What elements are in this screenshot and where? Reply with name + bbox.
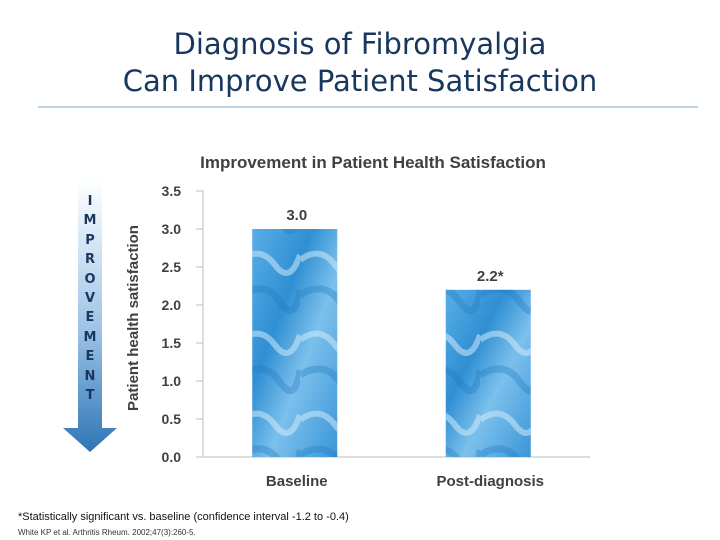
citation: White KP et al. Arthritis Rheum. 2002;47… <box>18 528 196 537</box>
arrow-letter: E <box>85 349 95 365</box>
arrow-letter: T <box>85 388 95 404</box>
bar-texture <box>252 229 338 457</box>
title-line-1: Diagnosis of Fibromyalgia <box>173 27 547 61</box>
y-tick-label: 1.5 <box>162 335 182 351</box>
data-label: 2.2* <box>477 268 504 285</box>
arrow-letter: O <box>84 271 96 287</box>
title-line-2: Can Improve Patient Satisfaction <box>122 64 598 98</box>
slide-title: Diagnosis of Fibromyalgia Can Improve Pa… <box>0 26 720 100</box>
arrow-letter: P <box>85 232 95 248</box>
x-tick-label: Post-diagnosis <box>436 473 544 490</box>
arrow-letter: N <box>84 368 96 384</box>
footnote: *Statistically significant vs. baseline … <box>18 511 349 523</box>
arrow-letter: V <box>84 291 96 307</box>
y-tick-label: 1.0 <box>162 373 182 389</box>
y-axis-label: Patient health satisfaction <box>125 225 142 411</box>
y-tick-label: 3.5 <box>162 183 182 199</box>
y-tick-label: 2.0 <box>162 297 182 313</box>
arrow-letter: E <box>85 310 95 326</box>
y-tick-label: 3.0 <box>162 221 182 237</box>
bar-texture <box>445 289 531 457</box>
arrow-letter: M <box>83 213 97 229</box>
data-label: 3.0 <box>286 207 307 224</box>
y-tick-label: 0.5 <box>162 411 182 427</box>
arrow-letter: I <box>87 194 93 209</box>
arrow-letter: R <box>84 252 95 268</box>
y-tick-label: 2.5 <box>162 259 182 275</box>
title-divider <box>38 106 698 108</box>
x-tick-label: Baseline <box>266 473 328 490</box>
y-tick-label: 0.0 <box>162 449 182 465</box>
arrow-letter: M <box>83 329 97 345</box>
chart-title: Improvement in Patient Health Satisfacti… <box>200 153 546 172</box>
